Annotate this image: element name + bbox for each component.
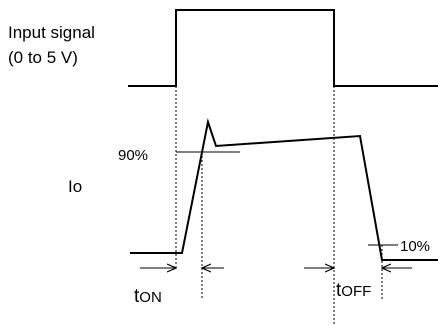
toff-main: t (336, 280, 342, 301)
pct10-label: 10% (400, 238, 430, 255)
ton-main: t (134, 286, 140, 307)
io-label: Io (68, 177, 82, 196)
ton-label: tON (134, 286, 162, 307)
ton-sub: ON (139, 289, 162, 306)
input-signal-range-label: (0 to 5 V) (8, 48, 78, 67)
toff-label: tOFF (336, 280, 371, 301)
io-current-waveform (130, 118, 438, 261)
input-signal-label: Input signal (8, 23, 95, 42)
toff-sub: OFF (341, 283, 371, 300)
pct90-label: 90% (118, 147, 148, 164)
input-signal-waveform (128, 9, 438, 87)
